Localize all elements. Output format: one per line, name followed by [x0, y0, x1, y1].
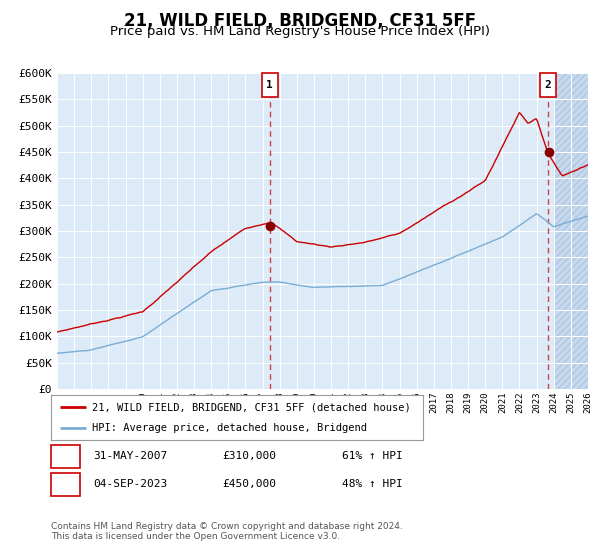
Text: 2: 2: [545, 80, 551, 90]
Text: Price paid vs. HM Land Registry's House Price Index (HPI): Price paid vs. HM Land Registry's House …: [110, 25, 490, 38]
Text: HPI: Average price, detached house, Bridgend: HPI: Average price, detached house, Brid…: [92, 423, 367, 433]
Bar: [554, 73, 588, 389]
Text: 31-MAY-2007: 31-MAY-2007: [93, 451, 167, 461]
Text: 1: 1: [266, 80, 273, 90]
Text: 2: 2: [62, 479, 69, 489]
Text: 21, WILD FIELD, BRIDGEND, CF31 5FF: 21, WILD FIELD, BRIDGEND, CF31 5FF: [124, 12, 476, 30]
Text: £310,000: £310,000: [222, 451, 276, 461]
Text: 04-SEP-2023: 04-SEP-2023: [93, 479, 167, 489]
Text: 1: 1: [62, 451, 69, 461]
FancyBboxPatch shape: [540, 73, 556, 96]
Text: 48% ↑ HPI: 48% ↑ HPI: [342, 479, 403, 489]
Text: 61% ↑ HPI: 61% ↑ HPI: [342, 451, 403, 461]
Text: Contains HM Land Registry data © Crown copyright and database right 2024.
This d: Contains HM Land Registry data © Crown c…: [51, 522, 403, 542]
Text: £450,000: £450,000: [222, 479, 276, 489]
Text: 21, WILD FIELD, BRIDGEND, CF31 5FF (detached house): 21, WILD FIELD, BRIDGEND, CF31 5FF (deta…: [92, 402, 410, 412]
FancyBboxPatch shape: [262, 73, 278, 96]
